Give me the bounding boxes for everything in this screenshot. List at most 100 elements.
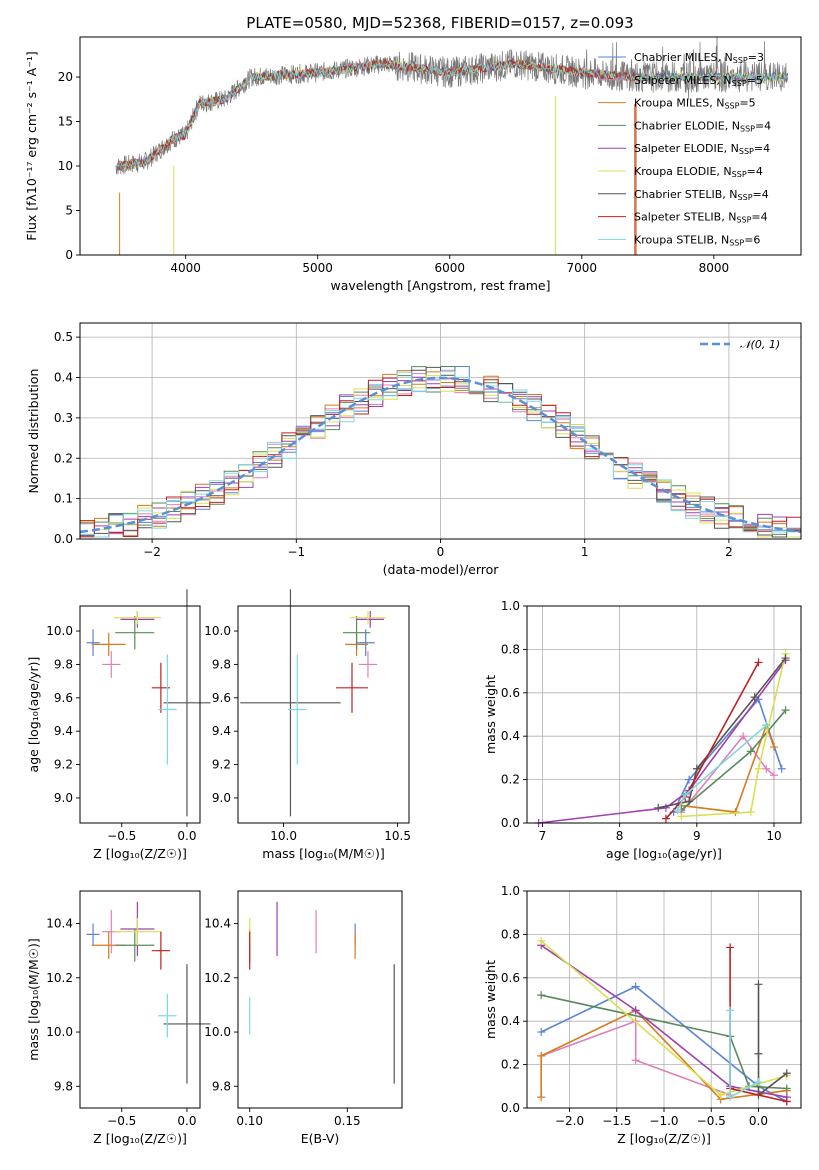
weight-marker [631,1056,640,1065]
x-axis-label: Z [log₁₀(Z/Z☉)] [93,1131,187,1146]
x-axis-label: E(B-V) [301,1131,340,1146]
weight-track [665,662,760,820]
weight-marker [754,658,763,667]
y-tick-label: 9.0 [54,791,73,805]
residual-legend: 𝒩(0, 1) [700,338,780,351]
legend-label-text: Kroupa MILES, N [634,97,724,110]
legend-label-nssp: SSP [724,102,739,111]
weight-marker [685,775,694,784]
legend-label-count: =5 [747,74,763,87]
residual-histogram [80,375,801,538]
legend-label: Kroupa STELIB, NSSP=6 [634,233,760,247]
weight-marker [777,764,786,773]
weight-marker [716,1090,725,1099]
panel-mass_vs_Z: −0.5 0.0 9.8 10.0 10.2 10.4 Z [log₁₀(Z/Z☉)] mas… [26,890,211,1146]
y-tick-label: 9.4 [54,724,73,738]
x-tick-label: −0.5 [697,1114,726,1128]
weight-marker [754,1077,763,1086]
x-axis-label: wavelength [Angstrom, rest frame] [330,278,550,293]
x-tick-label: 0.0 [177,829,196,843]
x-tick-label: 6000 [434,261,465,275]
legend-label-text: Salpeter MILES, N [634,74,732,87]
residual-histogram [80,377,801,538]
weight-marker [769,771,778,780]
x-tick-label: −0.5 [107,829,136,843]
weight-track [757,984,788,1097]
plot-area-age_vs_Z [86,589,211,817]
y-tick-label: 0.3 [54,411,73,425]
y-tick-label: 0.5 [54,330,73,344]
y-tick-label: 10.0 [204,624,231,638]
x-tick-label: 0.15 [334,1114,361,1128]
weight-marker [685,797,694,806]
axes-frame [79,890,201,1109]
legend-label-count: =4 [755,119,771,132]
weight-marker [782,1069,791,1078]
plot-area-weight_vs_Z [537,936,791,1106]
legend-label-nssp: SSP [732,79,747,88]
weight-marker [769,743,778,752]
weight-marker [746,808,755,817]
y-tick-label: 10 [58,159,73,173]
weight-marker [739,732,748,741]
weight-marker [782,1084,791,1093]
legend-label-nssp: SSP [733,56,748,65]
weight-marker [537,991,546,1000]
x-tick-label: 10 [766,829,781,843]
spectrum-model-line [116,58,637,167]
legend-label-text: Kroupa STELIB, N [634,233,729,246]
x-tick-label: −1.5 [602,1114,631,1128]
legend-label-nssp: SSP [736,216,751,225]
weight-track [538,659,787,824]
plot-area-mass_vs_Z [86,901,211,1084]
weight-marker [677,812,686,821]
legend-label-count: =4 [747,165,763,178]
y-tick-label: 0.2 [501,773,520,787]
weight-track [540,1020,731,1096]
panel-spectrum: 4000 5000 6000 7000 8000 0 5 10 15 20 wavelength [… [24,36,802,293]
x-axis-label: mass [log₁₀(M/M☉)] [262,846,384,861]
weight-marker [781,654,790,663]
x-tick-label: 0.0 [177,1114,196,1128]
weight-marker [762,764,771,773]
y-tick-label: 15 [58,115,73,129]
panel-residuals: −2 −1 0 1 2 0.0 0.1 0.2 0.3 0.4 0.5 (data-model)/er… [26,322,802,577]
legend-label-count: =5 [739,97,755,110]
weight-marker [537,936,546,945]
y-tick-label: 10.0 [46,1025,73,1039]
y-tick-label: 9.2 [212,758,231,772]
y-tick-label: 10.0 [204,1025,231,1039]
y-tick-label: 9.8 [54,657,73,671]
weight-marker [726,1006,735,1015]
weight-marker [673,805,682,814]
panel-mass_vs_ebv: 0.10 0.15 9.8 10.0 10.2 10.4 E(B-V) [204,890,403,1146]
weight-marker [537,1051,546,1060]
x-tick-label: −1 [287,545,305,559]
weight-marker [754,764,763,773]
y-tick-label: 1.0 [501,599,520,613]
weight-track [681,723,775,813]
panel-age_vs_mass: 10.0 10.5 9.0 9.2 9.4 9.6 9.8 10.0 mass [log₁₀(M… [204,589,411,861]
y-tick-label: 10.4 [46,917,73,931]
y-tick-label: 0.2 [54,451,73,465]
x-tick-label: −2.0 [555,1114,584,1128]
weight-marker [781,706,790,715]
y-tick-label: 10.2 [46,971,73,985]
x-tick-label: 10.5 [384,829,411,843]
weight-marker [782,1097,791,1106]
axes-frame [237,605,410,824]
y-tick-label: 9.2 [54,758,73,772]
y-tick-label: 0.8 [501,927,520,941]
weight-track [681,653,787,818]
x-tick-label: 8 [616,829,624,843]
y-tick-label: 1.0 [501,884,520,898]
legend-label-count: =3 [748,51,764,64]
y-axis-label: mass weight [483,960,498,1039]
y-tick-label: 9.6 [212,691,231,705]
weight-marker [537,1028,546,1037]
panel-weight_vs_age: 7 8 9 10 0.0 0.2 0.4 0.6 0.8 1.0 age [log₁₀(age/yr… [483,599,802,861]
plot-area-age_vs_mass [240,589,387,817]
x-tick-label: 9 [693,829,701,843]
y-tick-label: 9.8 [54,1079,73,1093]
